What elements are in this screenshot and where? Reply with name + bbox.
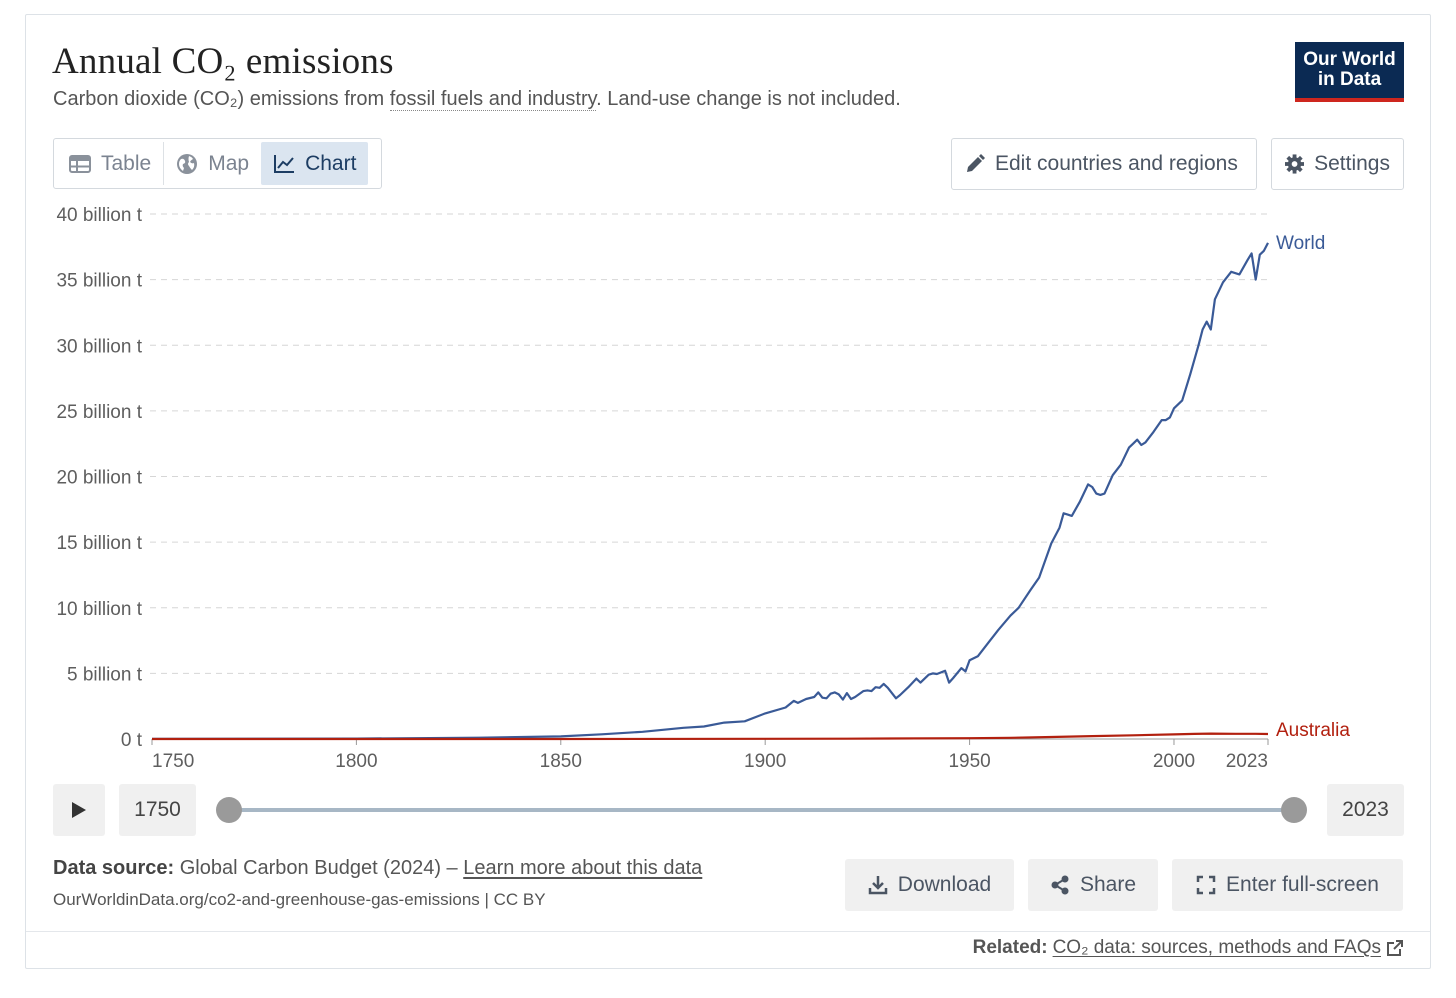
y-tick-label: 5 billion t [67, 664, 143, 685]
series-label-world[interactable]: World [1276, 233, 1325, 254]
y-tick-label: 10 billion t [56, 599, 142, 620]
settings-button[interactable]: Settings [1271, 138, 1404, 190]
tab-chart-label: Chart [305, 151, 357, 175]
source-text: Global Carbon Budget (2024) – [174, 857, 464, 879]
source-label: Data source: [53, 857, 175, 879]
fossil-fuels-link[interactable]: fossil fuels and industry [389, 88, 597, 111]
subtitle-text-end: . Land-use change is not included. [596, 88, 901, 110]
tab-map[interactable]: Map [163, 142, 261, 185]
logo-line-2: in Data [1317, 69, 1382, 90]
table-icon [69, 154, 91, 173]
y-tick-label: 25 billion t [56, 402, 142, 423]
view-tabs: Table Map Chart [53, 138, 382, 189]
tab-table[interactable]: Table [57, 142, 163, 185]
edit-countries-button[interactable]: Edit countries and regions [951, 138, 1257, 190]
globe-icon [177, 153, 198, 174]
related-links: Related: CO₂ data: sources, methods and … [973, 937, 1404, 959]
chart-subtitle: Carbon dioxide (CO₂) emissions from foss… [53, 88, 901, 111]
owid-logo[interactable]: Our World in Data [1295, 42, 1404, 102]
series-lines [151, 242, 1269, 741]
x-axis: 1750 1800 1850 1900 1950 2000 2023 [151, 738, 1269, 772]
line-chart-icon [274, 154, 295, 173]
timeline-track[interactable] [229, 808, 1294, 812]
y-tick-label: 15 billion t [56, 533, 142, 554]
x-tick-label: 1850 [540, 751, 582, 772]
timeline-start-handle[interactable] [216, 797, 242, 823]
y-axis-labels: 0 t 5 billion t 10 billion t 15 billion t 20… [56, 205, 142, 751]
x-tick-label: 1900 [744, 751, 786, 772]
x-tick-label: 2023 [1226, 751, 1268, 772]
chart-title: Annual CO₂ emissions [52, 41, 394, 82]
tab-map-label: Map [208, 151, 250, 175]
timeline-end-handle[interactable] [1281, 797, 1307, 823]
download-label: Download [897, 873, 992, 896]
y-tick-label: 40 billion t [56, 205, 142, 226]
data-source: Data source: Global Carbon Budget (2024)… [53, 857, 702, 880]
tab-table-label: Table [101, 151, 152, 175]
gridlines [150, 213, 1268, 674]
start-year-box[interactable]: 1750 [119, 784, 196, 836]
line-chart: 0 t 5 billion t 10 billion t 15 billion t 20… [56, 205, 1350, 772]
y-tick-label: 20 billion t [56, 468, 142, 489]
share-label: Share [1079, 873, 1137, 896]
co2-faq-link[interactable]: CO₂ data: sources, methods and FAQs [1052, 937, 1381, 958]
download-icon [868, 876, 888, 895]
related-label: Related: [972, 937, 1048, 958]
series-label-australia[interactable]: Australia [1276, 720, 1350, 741]
tab-chart[interactable]: Chart [261, 142, 369, 185]
x-tick-label: 1750 [152, 751, 194, 772]
external-link-icon [1387, 940, 1403, 956]
learn-more-link[interactable]: Learn more about this data [463, 857, 703, 879]
expand-icon [1196, 875, 1216, 895]
x-tick-label: 2000 [1153, 751, 1195, 772]
share-icon [1051, 875, 1069, 895]
download-button[interactable]: Download [845, 859, 1014, 911]
settings-label: Settings [1314, 152, 1390, 175]
gear-icon [1285, 154, 1305, 174]
end-year-box[interactable]: 2023 [1327, 784, 1404, 836]
x-tick-label: 1950 [948, 751, 990, 772]
fullscreen-button[interactable]: Enter full-screen [1172, 859, 1403, 911]
subtitle-text: Carbon dioxide (CO₂) emissions from [53, 88, 390, 110]
series-line-world[interactable] [151, 242, 1269, 741]
y-tick-label: 35 billion t [56, 271, 142, 292]
fullscreen-label: Enter full-screen [1226, 873, 1379, 896]
play-button[interactable] [53, 784, 105, 836]
share-button[interactable]: Share [1028, 859, 1158, 911]
x-tick-label: 1800 [335, 751, 377, 772]
edit-countries-label: Edit countries and regions [995, 152, 1238, 175]
logo-line-1: Our World [1303, 49, 1396, 70]
series-end-labels: World Australia [1276, 233, 1350, 741]
pencil-icon [967, 154, 985, 172]
play-icon [72, 802, 86, 818]
y-tick-label: 0 t [121, 730, 143, 751]
y-tick-label: 30 billion t [56, 336, 142, 357]
series-line-australia[interactable] [152, 732, 1269, 741]
footer-divider [26, 931, 1430, 932]
source-url: OurWorldinData.org/co2-and-greenhouse-ga… [53, 890, 546, 909]
